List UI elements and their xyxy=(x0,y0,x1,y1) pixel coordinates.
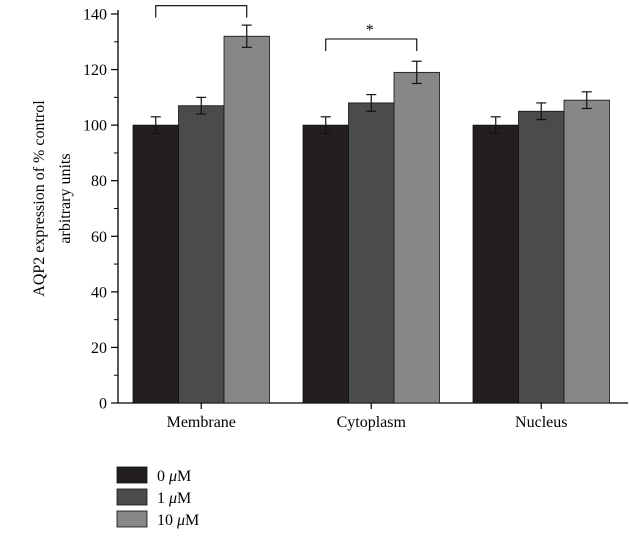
significance-bracket xyxy=(155,5,248,18)
legend-swatch xyxy=(116,466,148,484)
legend-label: 1 μM xyxy=(157,490,191,507)
significance-bracket xyxy=(325,38,418,52)
y-tick-label: 0 xyxy=(99,396,107,413)
error-bars xyxy=(150,24,592,135)
y-axis-label-line: AQP2 expression of % control xyxy=(31,100,48,297)
bar xyxy=(563,99,610,404)
bar xyxy=(178,105,225,404)
y-tick-label: 60 xyxy=(91,229,107,246)
x-category-label: Nucleus xyxy=(515,414,567,431)
legend-label: 0 μM xyxy=(157,468,191,485)
legend-swatch xyxy=(116,510,148,528)
axes: 0 20 40 60 80 100 120 140 Membrane Cytoplasm Nucle… xyxy=(83,7,628,431)
y-axis-label: AQP2 expression of % control arbitrary un… xyxy=(31,100,74,297)
bar xyxy=(393,71,440,404)
significance-annotations: *** xyxy=(155,0,418,52)
bar xyxy=(302,124,349,404)
y-tick-label: 100 xyxy=(83,118,107,135)
y-tick-label: 40 xyxy=(91,284,107,301)
y-tick-label: 20 xyxy=(91,340,107,357)
bar xyxy=(472,124,519,404)
legend-swatch xyxy=(116,488,148,506)
x-category-label: Cytoplasm xyxy=(337,414,407,431)
y-tick-label: 80 xyxy=(91,173,107,190)
y-tick-label: 120 xyxy=(83,62,107,79)
y-tick-label: 140 xyxy=(83,7,107,24)
bar xyxy=(132,124,179,404)
significance-label: * xyxy=(366,22,377,39)
significance-label: ** xyxy=(190,0,212,6)
y-axis-label-line: arbitrary units xyxy=(57,153,74,243)
legend: 0 μM 1 μM 10 μM xyxy=(116,466,199,529)
legend-label: 10 μM xyxy=(157,512,199,529)
bars xyxy=(132,35,610,404)
bar xyxy=(348,102,395,404)
bar xyxy=(223,35,270,404)
x-category-label: Membrane xyxy=(167,414,236,431)
bar xyxy=(518,110,565,404)
